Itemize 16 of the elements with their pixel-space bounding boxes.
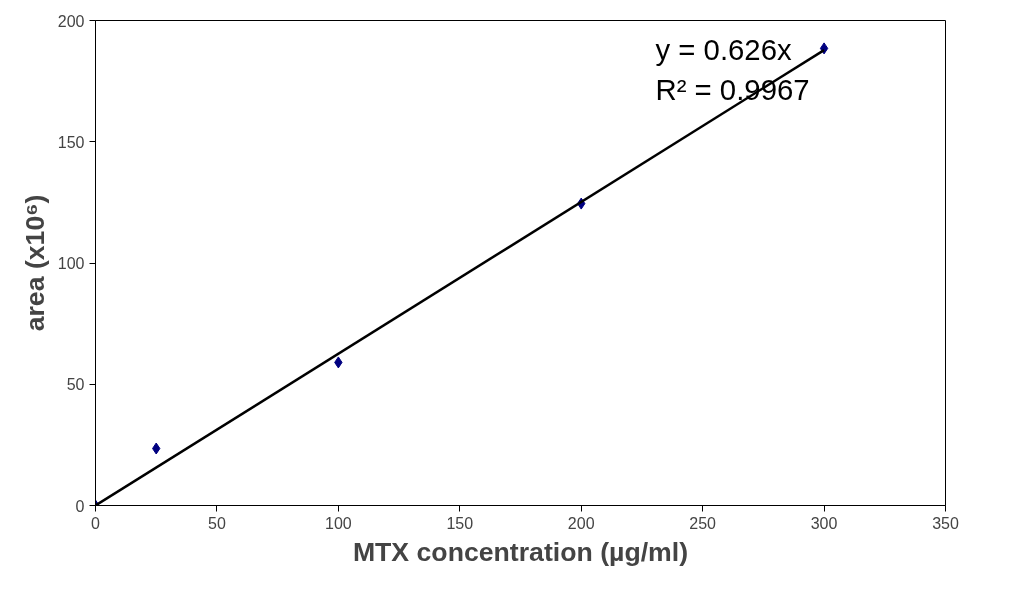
x-tick-label: 100: [325, 514, 352, 532]
x-tick-label: 50: [208, 514, 226, 532]
x-tick-label: 250: [689, 514, 717, 532]
y-tick-label: 100: [57, 255, 85, 272]
annotation: y = 0.626x: [655, 32, 792, 66]
x-tick-label: 300: [810, 514, 838, 532]
y-axis-title: area (x10⁶): [19, 194, 50, 332]
x-tick-label: 200: [567, 514, 595, 532]
y-tick-label: 150: [57, 133, 85, 151]
x-axis-title: MTX concentration (µg/ml): [352, 536, 689, 567]
x-tick-label: 150: [446, 514, 474, 532]
x-tick-label: 350: [932, 514, 959, 532]
y-tick-label: 0: [75, 497, 85, 515]
y-tick-label: 50: [66, 376, 85, 394]
y-tick-label: 200: [57, 12, 85, 30]
x-tick-label: 0: [91, 514, 101, 532]
